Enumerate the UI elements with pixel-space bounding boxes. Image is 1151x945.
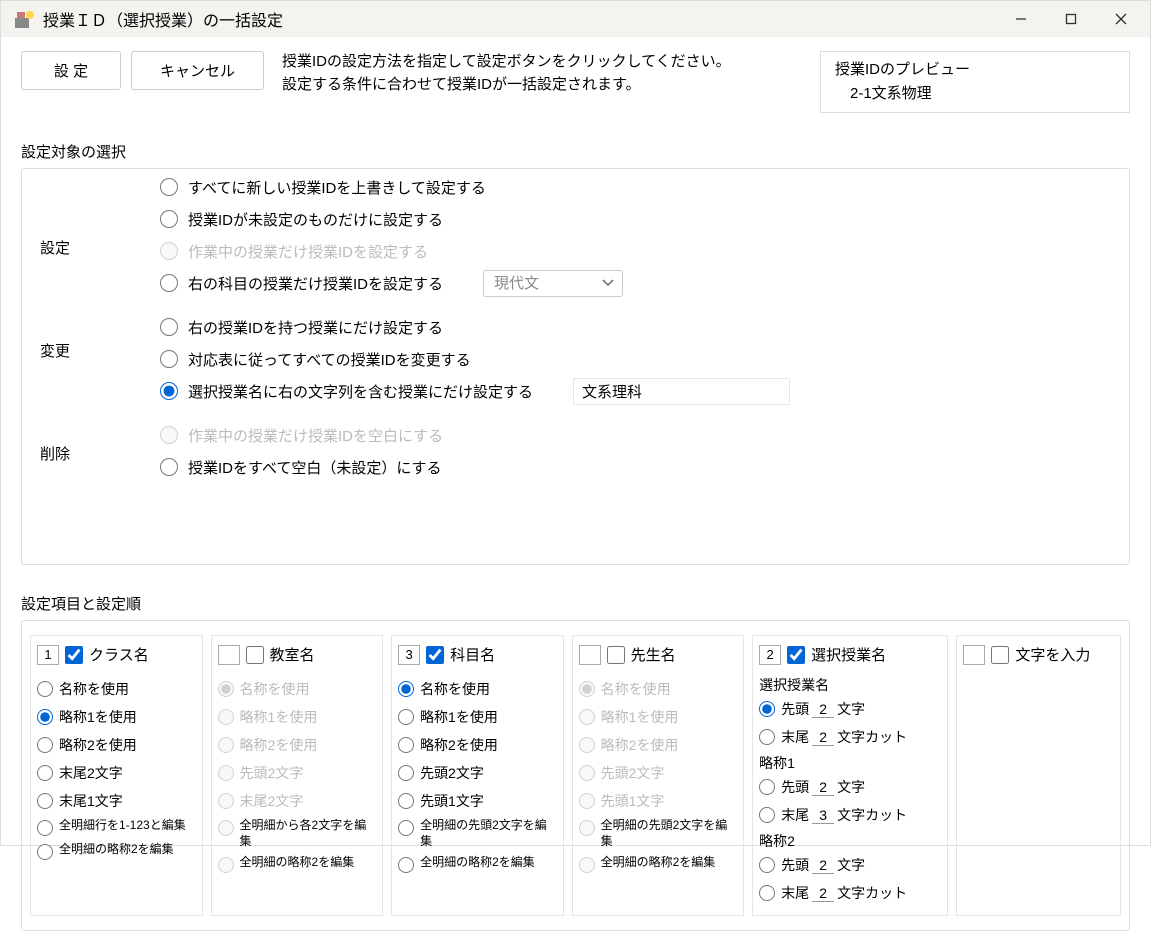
room-opt-tail2: 末尾2文字 bbox=[218, 787, 377, 815]
minimize-button[interactable] bbox=[996, 1, 1046, 37]
col-teacher: 先生名 名称を使用 略称1を使用 略称2を使用 先頭2文字 先頭1文字 全明細の… bbox=[572, 635, 745, 916]
preview-title: 授業IDのプレビュー bbox=[835, 58, 1115, 82]
order-num-teacher bbox=[579, 645, 601, 665]
subject-opt-edit2[interactable]: 全明細の略称2を編集 bbox=[398, 852, 557, 876]
order-num-select: 2 bbox=[759, 645, 781, 665]
select-head3[interactable]: 先頭文字 bbox=[759, 851, 941, 879]
order-num-subject: 3 bbox=[398, 645, 420, 665]
close-button[interactable] bbox=[1096, 1, 1146, 37]
sel-v2[interactable] bbox=[812, 729, 834, 746]
radio-blank-all[interactable]: 授業IDをすべて空白（未設定）にする bbox=[160, 451, 1111, 483]
radio-by-map[interactable]: 対応表に従ってすべての授業IDを変更する bbox=[160, 343, 1111, 375]
teacher-opt-head1: 先頭1文字 bbox=[579, 787, 738, 815]
teacher-opt-name: 名称を使用 bbox=[579, 675, 738, 703]
teacher-opt-abbr1: 略称1を使用 bbox=[579, 703, 738, 731]
contains-input[interactable] bbox=[573, 378, 790, 405]
subject-opt-edit1[interactable]: 全明細の先頭2文字を編集 bbox=[398, 815, 557, 852]
subject-opt-head1[interactable]: 先頭1文字 bbox=[398, 787, 557, 815]
radio-blank-working: 作業中の授業だけ授業IDを空白にする bbox=[160, 419, 1111, 451]
sel-v1[interactable] bbox=[812, 701, 834, 718]
teacher-opt-edit1: 全明細の先頭2文字を編集 bbox=[579, 815, 738, 852]
order-box: 1 クラス名 名称を使用 略称1を使用 略称2を使用 末尾2文字 末尾1文字 全… bbox=[21, 620, 1130, 931]
room-opt-name: 名称を使用 bbox=[218, 675, 377, 703]
subject-opt-abbr2[interactable]: 略称2を使用 bbox=[398, 731, 557, 759]
teacher-opt-edit2: 全明細の略称2を編集 bbox=[579, 852, 738, 876]
col-select: 2 選択授業名 選択授業名 先頭文字 末尾文字カット 略称1 先頭文字 末尾文字… bbox=[752, 635, 948, 916]
check-select[interactable] bbox=[787, 646, 805, 664]
select-head1[interactable]: 先頭文字 bbox=[759, 695, 941, 723]
target-heading: 設定対象の選択 bbox=[21, 141, 1130, 162]
class-opt-tail2[interactable]: 末尾2文字 bbox=[37, 759, 196, 787]
sel-v3[interactable] bbox=[812, 779, 834, 796]
select-tail1[interactable]: 末尾文字カット bbox=[759, 723, 941, 751]
check-input[interactable] bbox=[991, 646, 1009, 664]
teacher-opt-head2: 先頭2文字 bbox=[579, 759, 738, 787]
class-opt-edit2[interactable]: 全明細の略称2を編集 bbox=[37, 839, 196, 863]
instructions-text: 授業IDの設定方法を指定して設定ボタンをクリックしてください。 設定する条件に合… bbox=[282, 51, 731, 96]
select-tail3[interactable]: 末尾文字カット bbox=[759, 879, 941, 907]
subject-opt-head2[interactable]: 先頭2文字 bbox=[398, 759, 557, 787]
radio-name-contains[interactable]: 選択授業名に右の文字列を含む授業にだけ設定する bbox=[160, 375, 1111, 407]
target-config-box: 設定 変更 削除 すべてに新しい授業IDを上書きして設定する 授業IDが未設定の… bbox=[21, 168, 1130, 565]
set-button[interactable]: 設 定 bbox=[21, 51, 121, 90]
class-opt-abbr1[interactable]: 略称1を使用 bbox=[37, 703, 196, 731]
preview-box: 授業IDのプレビュー 2-1文系物理 bbox=[820, 51, 1130, 113]
room-opt-edit1: 全明細から各2文字を編集 bbox=[218, 815, 377, 852]
room-opt-head2: 先頭2文字 bbox=[218, 759, 377, 787]
radio-has-id[interactable]: 右の授業IDを持つ授業にだけ設定する bbox=[160, 311, 1111, 343]
radio-only-subject[interactable]: 右の科目の授業だけ授業IDを設定する 現代文 bbox=[160, 267, 1111, 299]
app-icon bbox=[13, 8, 35, 30]
sel-v5[interactable] bbox=[812, 857, 834, 874]
check-teacher[interactable] bbox=[607, 646, 625, 664]
radio-overwrite-all[interactable]: すべてに新しい授業IDを上書きして設定する bbox=[160, 171, 1111, 203]
select-sub2: 略称1 bbox=[759, 753, 941, 773]
group-change-label: 変更 bbox=[40, 340, 160, 361]
room-opt-abbr2: 略称2を使用 bbox=[218, 731, 377, 759]
col-class: 1 クラス名 名称を使用 略称1を使用 略称2を使用 末尾2文字 末尾1文字 全… bbox=[30, 635, 203, 916]
col-room-label: 教室名 bbox=[270, 644, 315, 665]
select-sub1: 選択授業名 bbox=[759, 675, 941, 695]
col-class-label: クラス名 bbox=[89, 644, 149, 665]
select-sub3: 略称2 bbox=[759, 831, 941, 851]
group-set-label: 設定 bbox=[40, 237, 160, 258]
col-select-label: 選択授業名 bbox=[811, 644, 886, 665]
col-input: 文字を入力 bbox=[956, 635, 1121, 916]
preview-value: 2-1文系物理 bbox=[835, 82, 1115, 106]
class-opt-tail1[interactable]: 末尾1文字 bbox=[37, 787, 196, 815]
col-input-label: 文字を入力 bbox=[1015, 644, 1090, 665]
col-subject-label: 科目名 bbox=[450, 644, 495, 665]
order-num-room bbox=[218, 645, 240, 665]
check-class[interactable] bbox=[65, 646, 83, 664]
order-num-input bbox=[963, 645, 985, 665]
class-opt-name[interactable]: 名称を使用 bbox=[37, 675, 196, 703]
select-head2[interactable]: 先頭文字 bbox=[759, 773, 941, 801]
teacher-opt-abbr2: 略称2を使用 bbox=[579, 731, 738, 759]
titlebar: 授業ＩＤ（選択授業）の一括設定 bbox=[1, 1, 1150, 37]
order-heading: 設定項目と設定順 bbox=[21, 593, 1130, 614]
cancel-button[interactable]: キャンセル bbox=[131, 51, 264, 90]
class-opt-abbr2[interactable]: 略称2を使用 bbox=[37, 731, 196, 759]
col-room: 教室名 名称を使用 略称1を使用 略称2を使用 先頭2文字 末尾2文字 全明細か… bbox=[211, 635, 384, 916]
col-subject: 3 科目名 名称を使用 略称1を使用 略称2を使用 先頭2文字 先頭1文字 全明… bbox=[391, 635, 564, 916]
sel-v4[interactable] bbox=[812, 807, 834, 824]
subject-opt-name[interactable]: 名称を使用 bbox=[398, 675, 557, 703]
subject-opt-abbr1[interactable]: 略称1を使用 bbox=[398, 703, 557, 731]
order-num-class: 1 bbox=[37, 645, 59, 665]
col-teacher-label: 先生名 bbox=[631, 644, 676, 665]
window-title: 授業ＩＤ（選択授業）の一括設定 bbox=[43, 7, 996, 31]
group-delete-label: 削除 bbox=[40, 443, 160, 464]
radio-only-working: 作業中の授業だけ授業IDを設定する bbox=[160, 235, 1111, 267]
check-room[interactable] bbox=[246, 646, 264, 664]
check-subject[interactable] bbox=[426, 646, 444, 664]
maximize-button[interactable] bbox=[1046, 1, 1096, 37]
class-opt-edit1[interactable]: 全明細行を1-123と編集 bbox=[37, 815, 196, 839]
room-opt-edit2: 全明細の略称2を編集 bbox=[218, 852, 377, 876]
subject-dropdown[interactable]: 現代文 bbox=[483, 270, 623, 297]
radio-only-unset[interactable]: 授業IDが未設定のものだけに設定する bbox=[160, 203, 1111, 235]
sel-v6[interactable] bbox=[812, 885, 834, 902]
select-tail2[interactable]: 末尾文字カット bbox=[759, 801, 941, 829]
room-opt-abbr1: 略称1を使用 bbox=[218, 703, 377, 731]
